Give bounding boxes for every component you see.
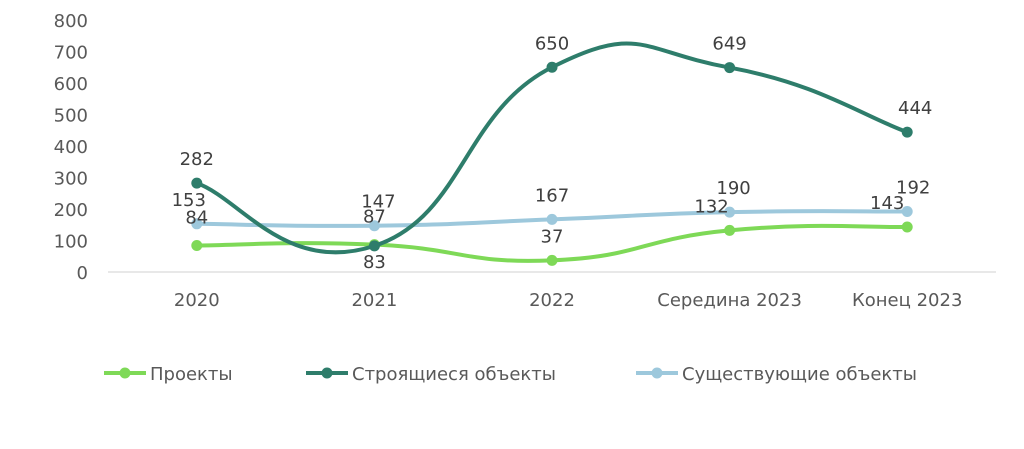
data-label: 153 [172, 190, 206, 211]
legend-swatch-marker [119, 367, 131, 379]
x-tick-label: 2022 [529, 290, 575, 311]
data-point [546, 254, 558, 266]
data-point [191, 240, 203, 252]
data-point [724, 62, 736, 74]
legend-swatch-marker [321, 367, 333, 379]
data-point [191, 218, 203, 230]
legend-swatch-marker [651, 367, 663, 379]
data-labels: 84 87 37 132 143 282 83 650 649 444 153 147 167 190 19… [172, 33, 933, 273]
data-label: 192 [896, 178, 930, 199]
data-label: 167 [535, 185, 569, 206]
data-point [724, 206, 736, 218]
x-axis: 2020 2021 2022 Середина 2023 Конец 2023 [108, 271, 996, 311]
data-point [368, 220, 380, 232]
data-label: 83 [363, 252, 386, 273]
data-label: 87 [363, 207, 386, 228]
data-point [901, 126, 913, 138]
data-label: 649 [712, 34, 746, 55]
data-label: 650 [535, 33, 569, 54]
data-label: 444 [898, 98, 932, 119]
data-label: 190 [716, 178, 750, 199]
legend-label: Проекты [150, 364, 233, 385]
data-label: 143 [870, 193, 904, 214]
y-tick-label: 100 [54, 232, 88, 253]
y-tick-label: 200 [54, 200, 88, 221]
data-point [901, 206, 913, 218]
data-point [546, 213, 558, 225]
x-tick-label: 2020 [174, 290, 220, 311]
data-point [546, 61, 558, 73]
legend: Проекты Строящиеся объекты Существующие об… [104, 364, 917, 385]
series-layer [191, 41, 913, 266]
data-point [724, 224, 736, 236]
data-label: 282 [180, 149, 214, 170]
y-tick-label: 0 [77, 263, 88, 284]
y-tick-label: 500 [54, 106, 88, 127]
x-tick-label: Середина 2023 [657, 290, 802, 311]
data-label: 84 [185, 208, 208, 229]
y-axis: 0 100 200 300 400 500 600 700 800 [54, 11, 88, 284]
data-label: 147 [361, 192, 395, 213]
y-tick-label: 600 [54, 74, 88, 95]
series-line-1 [194, 41, 910, 255]
legend-label: Существующие объекты [682, 364, 917, 385]
data-label: 37 [541, 226, 564, 247]
data-point [368, 240, 380, 252]
y-tick-label: 800 [54, 11, 88, 32]
y-tick-label: 300 [54, 169, 88, 190]
data-point [191, 177, 203, 189]
x-tick-label: 2021 [351, 290, 397, 311]
legend-label: Строящиеся объекты [352, 364, 556, 385]
y-tick-label: 700 [54, 43, 88, 64]
x-tick-label: Конец 2023 [852, 290, 962, 311]
y-tick-label: 400 [54, 137, 88, 158]
data-point [901, 221, 913, 233]
data-label: 132 [694, 196, 728, 217]
